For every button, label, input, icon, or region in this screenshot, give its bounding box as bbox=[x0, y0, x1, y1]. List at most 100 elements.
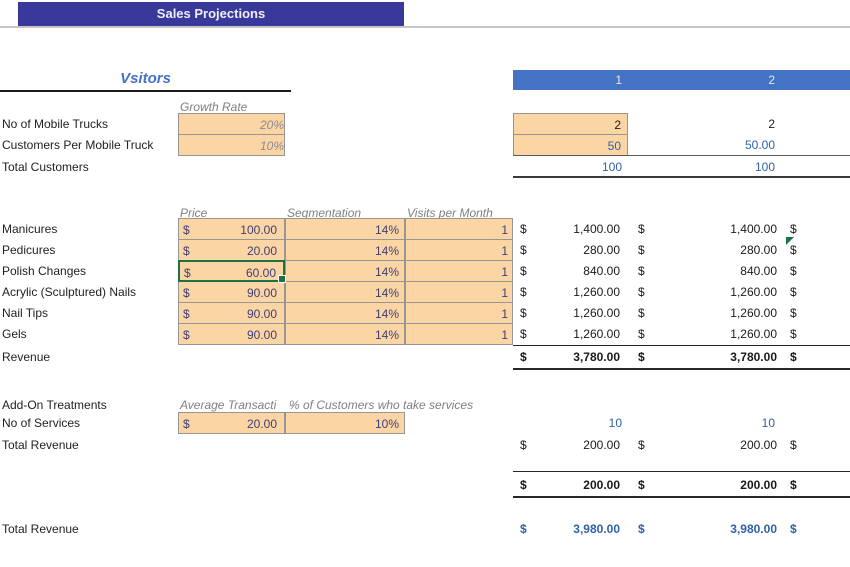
cell-seg-manicures[interactable]: 14% bbox=[285, 218, 405, 240]
cell-seg-pedicures[interactable]: 14% bbox=[285, 239, 405, 261]
cell-price-polish-changes-selected[interactable]: $60.00 bbox=[178, 260, 286, 283]
cell-addon-subtotal-month2[interactable]: $200.00 bbox=[630, 474, 780, 496]
cell-addon-revenue-month2[interactable]: $200.00 bbox=[630, 434, 780, 456]
currency-symbol: $ bbox=[183, 417, 190, 431]
cell-gels-month2[interactable]: $1,260.00 bbox=[630, 323, 780, 345]
cell-price-acrylic[interactable]: $90.00 bbox=[178, 281, 285, 303]
currency-symbol: $ bbox=[638, 264, 645, 278]
label-acrylic-nails: Acrylic (Sculptured) Nails bbox=[2, 285, 137, 299]
cell-polish-changes-month2[interactable]: $840.00 bbox=[630, 260, 780, 282]
currency-symbol: $ bbox=[638, 350, 645, 364]
price-header: Price bbox=[180, 206, 208, 220]
cell-manicures-month3[interactable]: $ bbox=[780, 218, 850, 240]
cell-grand-total-month1[interactable]: $3,980.00 bbox=[513, 518, 630, 540]
period-2-header: 2 bbox=[768, 73, 775, 87]
revenue-top-line bbox=[513, 345, 850, 346]
cell-visits-acrylic[interactable]: 1 bbox=[405, 281, 513, 303]
cell-services-month1[interactable]: 10 bbox=[608, 416, 622, 430]
amount: 280.00 bbox=[583, 243, 620, 257]
currency-symbol: $ bbox=[790, 327, 797, 341]
currency-symbol: $ bbox=[790, 285, 797, 299]
cell-seg-polish-changes[interactable]: 14% bbox=[285, 260, 405, 282]
amount: 1,260.00 bbox=[730, 285, 777, 299]
cell-total-customers-month2[interactable]: 100 bbox=[754, 160, 775, 174]
label-revenue: Revenue bbox=[2, 350, 51, 364]
price-value: 90.00 bbox=[246, 307, 277, 321]
cell-price-pedicures[interactable]: $20.00 bbox=[178, 239, 285, 261]
cell-pedicures-month2[interactable]: $280.00 bbox=[630, 239, 780, 261]
cell-acrylic-month3[interactable]: $ bbox=[780, 281, 850, 303]
cell-acrylic-month1[interactable]: $1,260.00 bbox=[513, 281, 630, 303]
label-polish-changes: Polish Changes bbox=[2, 264, 87, 278]
cell-nail-tips-month2[interactable]: $1,260.00 bbox=[630, 302, 780, 324]
label-addon-total-revenue: Total Revenue bbox=[2, 438, 79, 452]
currency-symbol: $ bbox=[520, 478, 527, 492]
cell-acrylic-month2[interactable]: $1,260.00 bbox=[630, 281, 780, 303]
cell-addon-price[interactable]: $20.00 bbox=[178, 412, 285, 434]
cell-trucks-month1[interactable]: 2 bbox=[513, 113, 628, 135]
currency-symbol: $ bbox=[184, 266, 191, 280]
currency-symbol: $ bbox=[183, 328, 190, 342]
cell-gels-month1[interactable]: $1,260.00 bbox=[513, 323, 630, 345]
cell-visits-polish-changes[interactable]: 1 bbox=[405, 260, 513, 282]
currency-symbol: $ bbox=[183, 286, 190, 300]
cell-grand-total-month3[interactable]: $ bbox=[780, 518, 850, 540]
cell-growth-rate-trucks[interactable]: 20% bbox=[178, 113, 285, 135]
cell-nail-tips-month1[interactable]: $1,260.00 bbox=[513, 302, 630, 324]
cell-revenue-month1[interactable]: $3,780.00 bbox=[513, 346, 630, 368]
cell-addon-revenue-month1[interactable]: $200.00 bbox=[513, 434, 630, 456]
cell-visits-nail-tips[interactable]: 1 bbox=[405, 302, 513, 324]
currency-symbol: $ bbox=[790, 222, 797, 236]
cell-nail-tips-month3[interactable]: $ bbox=[780, 302, 850, 324]
cell-manicures-month2[interactable]: $1,400.00 bbox=[630, 218, 780, 240]
label-nail-tips: Nail Tips bbox=[2, 306, 49, 320]
label-addon-treatments: Add-On Treatments bbox=[2, 398, 107, 412]
cell-manicures-month1[interactable]: $1,400.00 bbox=[513, 218, 630, 240]
cell-addon-pct[interactable]: 10% bbox=[285, 412, 405, 434]
cell-seg-acrylic[interactable]: 14% bbox=[285, 281, 405, 303]
amount: 1,400.00 bbox=[573, 222, 620, 236]
cell-trucks-month2[interactable]: 2 bbox=[768, 117, 775, 131]
cell-addon-revenue-month3[interactable]: $ bbox=[780, 434, 850, 456]
currency-symbol: $ bbox=[520, 350, 527, 364]
cell-pedicures-month1[interactable]: $280.00 bbox=[513, 239, 630, 261]
cell-polish-changes-month3[interactable]: $ bbox=[780, 260, 850, 282]
cell-gels-month3[interactable]: $ bbox=[780, 323, 850, 345]
cell-grand-total-month2[interactable]: $3,980.00 bbox=[630, 518, 780, 540]
price-value: 90.00 bbox=[246, 328, 277, 342]
cell-visits-pedicures[interactable]: 1 bbox=[405, 239, 513, 261]
amount: 200.00 bbox=[740, 478, 777, 492]
label-grand-total-revenue: Total Revenue bbox=[2, 522, 79, 536]
cell-polish-changes-month1[interactable]: $840.00 bbox=[513, 260, 630, 282]
cell-addon-subtotal-month1[interactable]: $200.00 bbox=[513, 474, 630, 496]
cell-visits-manicures[interactable]: 1 bbox=[405, 218, 513, 240]
cell-growth-rate-customers[interactable]: 10% bbox=[178, 134, 285, 156]
currency-symbol: $ bbox=[790, 478, 797, 492]
cell-seg-nail-tips[interactable]: 14% bbox=[285, 302, 405, 324]
cell-revenue-month3[interactable]: $ bbox=[780, 346, 850, 368]
amount: 840.00 bbox=[740, 264, 777, 278]
currency-symbol: $ bbox=[790, 306, 797, 320]
cell-seg-gels[interactable]: 14% bbox=[285, 323, 405, 345]
cell-pedicures-month3[interactable]: $ bbox=[780, 239, 850, 261]
cell-price-nail-tips[interactable]: $90.00 bbox=[178, 302, 285, 324]
amount: 3,980.00 bbox=[573, 522, 620, 536]
currency-symbol: $ bbox=[520, 222, 527, 236]
cell-revenue-month2[interactable]: $3,780.00 bbox=[630, 346, 780, 368]
amount: 200.00 bbox=[740, 438, 777, 452]
cell-total-customers-month1[interactable]: 100 bbox=[601, 160, 622, 174]
price-value: 90.00 bbox=[246, 286, 277, 300]
currency-symbol: $ bbox=[790, 438, 797, 452]
cell-services-month2[interactable]: 10 bbox=[761, 416, 775, 430]
cell-price-gels[interactable]: $90.00 bbox=[178, 323, 285, 345]
cell-price-manicures[interactable]: $100.00 bbox=[178, 218, 285, 240]
currency-symbol: $ bbox=[638, 327, 645, 341]
visits-header: Visits per Month bbox=[407, 206, 493, 220]
cell-visits-gels[interactable]: 1 bbox=[405, 323, 513, 345]
cell-customers-month1[interactable]: 50 bbox=[513, 134, 628, 156]
period-header-band: 1 2 bbox=[513, 70, 850, 90]
cell-customers-month2[interactable]: 50.00 bbox=[744, 138, 775, 152]
amount: 1,260.00 bbox=[730, 306, 777, 320]
cell-addon-subtotal-month3[interactable]: $ bbox=[780, 474, 850, 496]
